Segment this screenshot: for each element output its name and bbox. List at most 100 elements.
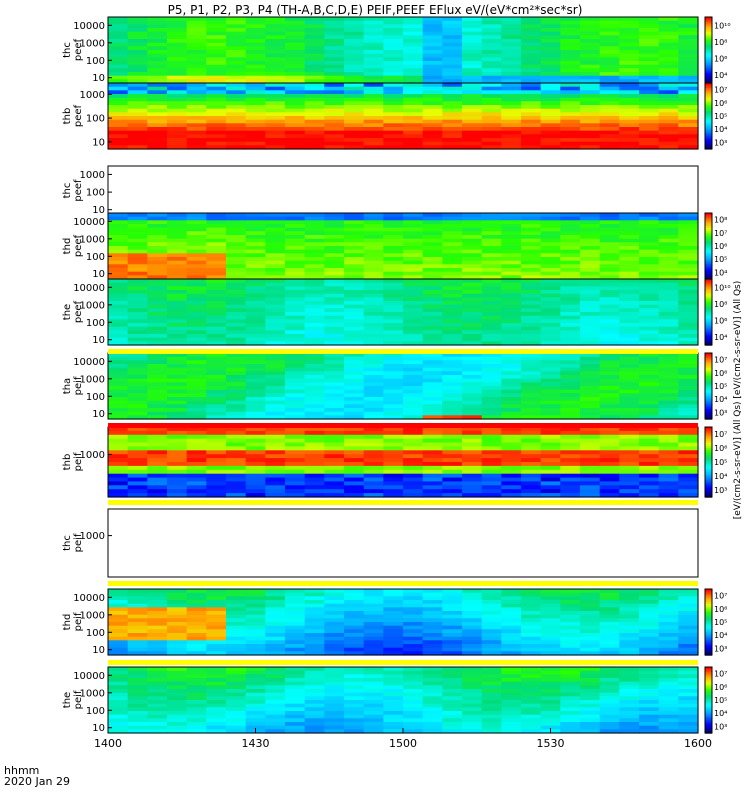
heatmap-cell [521,681,542,686]
heatmap-cell [599,290,620,295]
heatmap-cell [658,371,679,376]
heatmap-cell [540,105,561,110]
heatmap-cell [245,489,266,494]
colorbar-segment [705,40,712,43]
heatmap-cell [226,83,247,88]
heatmap-cell [540,330,561,335]
heatmap-cell [127,493,148,498]
heatmap-cell [265,130,286,135]
heatmap-cell [639,315,660,320]
heatmap-cell [285,450,306,455]
heatmap-cell [422,293,443,298]
heatmap-cell [285,31,306,36]
heatmap-cell [226,411,247,416]
heatmap-cell [540,485,561,490]
heatmap-cell [560,42,581,47]
heatmap-cell [206,427,227,432]
heatmap-cell [501,485,522,490]
colorbar-segment [705,618,712,621]
heatmap-cell [462,596,483,601]
heatmap-cell [501,101,522,106]
heatmap-cell [363,319,384,324]
heatmap-cell [442,489,463,494]
heatmap-cell [580,238,601,243]
heatmap-cell [186,481,207,486]
heatmap-cell [678,50,699,55]
heatmap-cell [383,260,404,265]
heatmap-cell [639,264,660,269]
heatmap-cell [540,647,561,652]
heatmap-cell [324,108,345,113]
heatmap-cell [658,670,679,675]
heatmap-cell [108,493,129,498]
heatmap-cell [580,127,601,132]
heatmap-cell [422,123,443,128]
heatmap-cell [540,450,561,455]
heatmap-cell [521,282,542,287]
heatmap-cell [206,24,227,29]
heatmap-cell [285,68,306,73]
heatmap-cell [147,330,168,335]
heatmap-cell [285,216,306,221]
heatmap-cell [403,94,424,99]
heatmap-cell [639,367,660,372]
heatmap-cell [304,242,325,247]
heatmap-cell [442,450,463,455]
heatmap-cell [108,238,129,243]
heatmap-cell [265,378,286,383]
heatmap-cell [678,337,699,342]
heatmap-cell [304,290,325,295]
heatmap-cell [580,725,601,730]
heatmap-cell [226,330,247,335]
heatmap-cell [127,105,148,110]
heatmap-cell [678,430,699,436]
heatmap-cell [540,53,561,58]
colorbar-tick-label: 10³ [714,408,727,417]
heatmap-cell [639,141,660,146]
colorbar-segment [705,389,712,392]
heatmap-cell [481,725,502,730]
heatmap-cell [619,75,640,80]
colorbar-tick-label: 10⁶ [714,316,727,325]
heatmap-cell [324,264,345,269]
colorbar-segment [705,121,712,124]
heatmap-cell [324,35,345,40]
heatmap-cell [599,57,620,62]
heatmap-cell [422,592,443,597]
heatmap-cell [462,485,483,490]
heatmap-cell [206,326,227,331]
heatmap-cell [540,323,561,328]
heatmap-cell [226,469,247,475]
heatmap-cell [639,24,660,29]
heatmap-cell [245,90,266,95]
heatmap-cell [127,622,148,627]
heatmap-cell [442,337,463,342]
heatmap-cell [108,489,129,494]
heatmap-cell [403,224,424,229]
heatmap-cell [344,326,365,331]
heatmap-cell [481,264,502,269]
heatmap-cell [678,238,699,243]
heatmap-cell [344,268,365,273]
heatmap-cell [462,42,483,47]
heatmap-cell [639,337,660,342]
heatmap-cell [619,330,640,335]
heatmap-cell [186,647,207,652]
colorbar-segment [705,488,712,491]
heatmap-cell [245,323,266,328]
heatmap-cell [324,31,345,36]
heatmap-cell [108,404,129,409]
heatmap-cell [226,101,247,106]
heatmap-cell [580,711,601,716]
heatmap-cell [226,442,247,448]
heatmap-cell [619,404,640,409]
heatmap-cell [108,589,129,594]
heatmap-cell [403,297,424,302]
heatmap-cell [127,50,148,55]
heatmap-cell [363,618,384,623]
heatmap-cell [108,364,129,369]
heatmap-cell [540,489,561,494]
heatmap-cell [226,714,247,719]
heatmap-cell [639,696,660,701]
colorbar-segment [705,402,712,405]
